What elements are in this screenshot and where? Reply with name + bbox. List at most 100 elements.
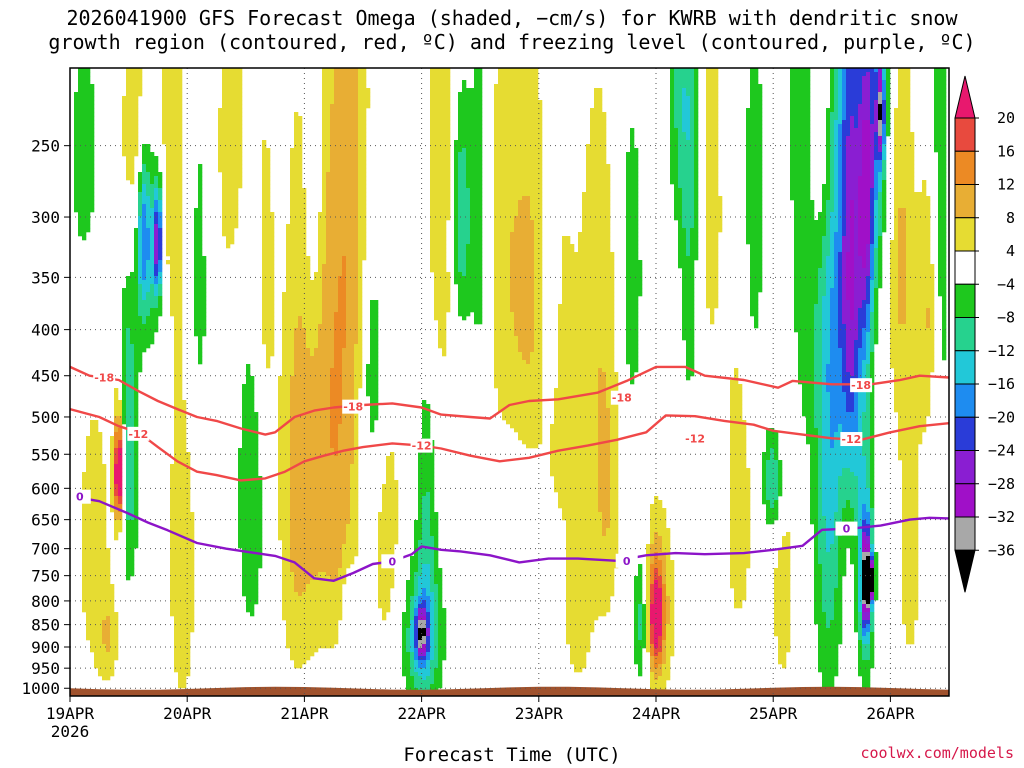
- omega-cell: [262, 336, 267, 341]
- omega-cell: [354, 304, 359, 309]
- omega-cell: [314, 592, 319, 597]
- omega-cell: [322, 372, 327, 377]
- omega-cell: [294, 164, 299, 169]
- omega-cell: [94, 436, 99, 441]
- omega-cell: [322, 232, 327, 237]
- omega-cell: [302, 344, 307, 349]
- omega-cell: [294, 324, 299, 329]
- omega-cell: [142, 348, 147, 353]
- omega-cell: [262, 332, 267, 337]
- omega-cell: [354, 100, 359, 105]
- omega-cell: [90, 484, 95, 489]
- omega-cell: [294, 472, 299, 477]
- omega-cell: [138, 244, 143, 249]
- omega-cell: [114, 392, 119, 397]
- omega-cell: [162, 84, 167, 89]
- omega-cell: [290, 296, 295, 301]
- omega-cell: [294, 544, 299, 549]
- omega-cell: [294, 132, 299, 137]
- omega-cell: [302, 464, 307, 469]
- omega-cell: [270, 316, 275, 321]
- omega-cell: [326, 260, 331, 265]
- omega-cell: [310, 380, 315, 385]
- omega-cell: [130, 560, 135, 565]
- omega-cell: [190, 572, 195, 577]
- omega-cell: [242, 564, 247, 569]
- omega-cell: [102, 632, 107, 637]
- omega-cell: [182, 444, 187, 449]
- omega-cell: [322, 204, 327, 209]
- omega-cell: [318, 292, 323, 297]
- omega-cell: [134, 104, 139, 109]
- omega-cell: [330, 224, 335, 229]
- omega-cell: [102, 628, 107, 633]
- omega-cell: [134, 116, 139, 121]
- omega-cell: [74, 204, 79, 209]
- omega-cell: [326, 68, 331, 73]
- omega-cell: [330, 216, 335, 221]
- omega-cell: [202, 300, 207, 305]
- omega-cell: [306, 312, 311, 317]
- omega-cell: [306, 484, 311, 489]
- omega-cell: [306, 304, 311, 309]
- omega-cell: [254, 424, 259, 429]
- omega-cell: [170, 184, 175, 189]
- omega-cell: [86, 68, 91, 73]
- omega-cell: [354, 132, 359, 137]
- omega-cell: [130, 68, 135, 73]
- omega-cell: [306, 416, 311, 421]
- omega-cell: [302, 472, 307, 477]
- omega-cell: [86, 548, 91, 553]
- omega-cell: [282, 364, 287, 369]
- omega-cell: [110, 616, 115, 621]
- omega-cell: [74, 164, 79, 169]
- omega-cell: [338, 236, 343, 241]
- omega-cell: [318, 388, 323, 393]
- omega-cell: [134, 68, 139, 73]
- omega-cell: [178, 208, 183, 213]
- omega-cell: [250, 552, 255, 557]
- omega-cell: [186, 456, 191, 461]
- omega-cell: [98, 624, 103, 629]
- omega-cell: [338, 284, 343, 289]
- omega-cell: [254, 448, 259, 453]
- omega-cell: [166, 108, 171, 113]
- omega-cell: [74, 168, 79, 173]
- omega-cell: [186, 592, 191, 597]
- omega-cell: [346, 152, 351, 157]
- omega-cell: [346, 156, 351, 161]
- omega-cell: [234, 140, 239, 145]
- omega-cell: [182, 496, 187, 501]
- omega-cell: [86, 636, 91, 641]
- omega-cell: [350, 372, 355, 377]
- omega-cell: [282, 588, 287, 593]
- omega-cell: [222, 108, 227, 113]
- omega-cell: [134, 244, 139, 249]
- omega-cell: [306, 464, 311, 469]
- omega-cell: [286, 472, 291, 477]
- omega-cell: [122, 324, 127, 329]
- omega-cell: [186, 576, 191, 581]
- omega-cell: [326, 172, 331, 177]
- omega-cell: [178, 192, 183, 197]
- omega-cell: [326, 180, 331, 185]
- omega-cell: [334, 232, 339, 237]
- omega-cell: [298, 568, 303, 573]
- omega-cell: [350, 292, 355, 297]
- omega-cell: [170, 216, 175, 221]
- omega-cell: [102, 512, 107, 517]
- omega-cell: [310, 304, 315, 309]
- omega-cell: [330, 280, 335, 285]
- omega-cell: [110, 668, 115, 673]
- omega-cell: [122, 340, 127, 345]
- omega-cell: [146, 220, 151, 225]
- omega-cell: [102, 584, 107, 589]
- omega-cell: [330, 292, 335, 297]
- omega-cell: [286, 628, 291, 633]
- omega-cell: [342, 556, 347, 561]
- omega-cell: [322, 224, 327, 229]
- omega-cell: [298, 212, 303, 217]
- omega-cell: [170, 504, 175, 509]
- omega-cell: [182, 600, 187, 605]
- omega-cell: [346, 488, 351, 493]
